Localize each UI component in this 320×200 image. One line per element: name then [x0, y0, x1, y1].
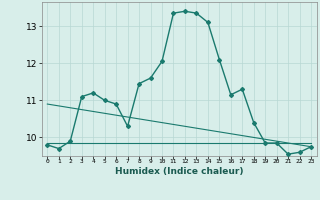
X-axis label: Humidex (Indice chaleur): Humidex (Indice chaleur): [115, 167, 244, 176]
